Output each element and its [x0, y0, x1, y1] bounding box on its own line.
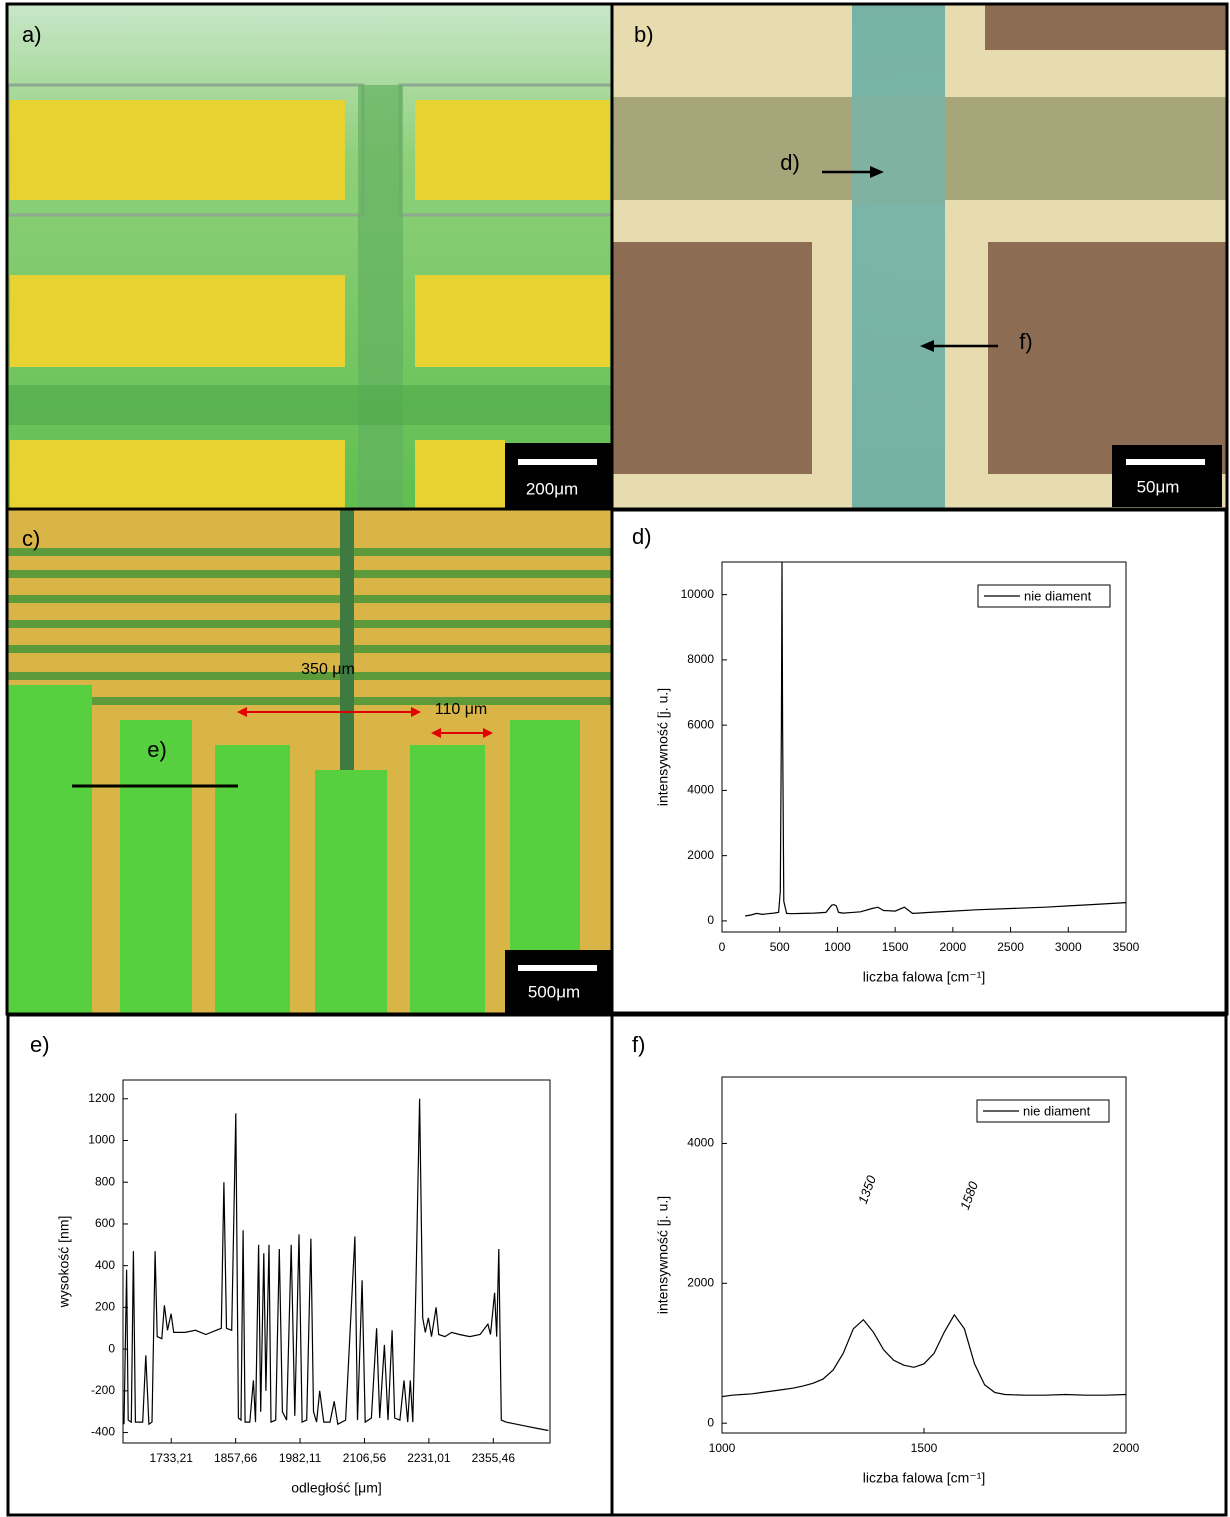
- y-tick-label: 4000: [687, 1136, 714, 1150]
- x-tick-label: 1733,21: [150, 1451, 194, 1465]
- y-tick-label: 1200: [88, 1091, 115, 1105]
- plot-frame: [721, 1076, 1127, 1434]
- x-tick-label: 1000: [824, 940, 851, 954]
- arrow-head: [411, 707, 421, 717]
- y-tick-label: 2000: [687, 848, 714, 862]
- data-line: [744, 562, 1126, 917]
- plot-frame: [721, 561, 1127, 933]
- x-axis-title: liczba falowa [cm⁻¹]: [863, 969, 986, 985]
- marker-label: e): [147, 737, 167, 762]
- marker-label: f): [1019, 329, 1032, 354]
- x-tick-label: 2000: [940, 940, 967, 954]
- y-tick-label: 1000: [88, 1133, 115, 1147]
- x-tick-label: 1500: [911, 1441, 938, 1455]
- y-tick-label: 600: [95, 1216, 115, 1230]
- x-tick-label: 2500: [997, 940, 1024, 954]
- y-tick-label: 8000: [687, 652, 714, 666]
- panel-borders: [5, 2, 1229, 1517]
- y-tick-label: 10000: [681, 587, 715, 601]
- x-tick-label: 2000: [1113, 1441, 1140, 1455]
- scale-bar-label: 200μm: [526, 479, 578, 498]
- x-axis-title: odległość [μm]: [291, 1480, 382, 1496]
- image-c: c) e) 500μm: [8, 510, 612, 1013]
- y-axis-title: wysokość [nm]: [56, 1216, 72, 1309]
- arrow-head: [431, 728, 441, 738]
- legend-box: [977, 584, 1111, 608]
- panel-label: a): [22, 22, 42, 47]
- panel-label: c): [22, 526, 40, 551]
- y-tick-label: -200: [91, 1383, 115, 1397]
- y-tick-label: 2000: [687, 1275, 714, 1289]
- y-tick-label: 4000: [687, 783, 714, 797]
- x-tick-label: 0: [719, 940, 726, 954]
- y-tick-label: 800: [95, 1174, 115, 1188]
- x-tick-label: 1982,11: [279, 1451, 322, 1465]
- image-b: b) d) f) 50μm: [612, 5, 1226, 508]
- annotation: 110 μm: [435, 701, 488, 718]
- plot-frame: [122, 1079, 551, 1444]
- marker-label: d): [780, 150, 800, 175]
- x-tick-label: 2231,01: [407, 1451, 451, 1465]
- data-line: [123, 1098, 549, 1432]
- arrow-head: [483, 728, 493, 738]
- annotation: 1350: [855, 1173, 879, 1206]
- x-tick-label: 2106,56: [343, 1451, 387, 1465]
- y-tick-label: 200: [95, 1300, 115, 1314]
- x-tick-label: 1857,66: [214, 1451, 258, 1465]
- x-tick-label: 1000: [709, 1441, 736, 1455]
- x-tick-label: 1500: [882, 940, 909, 954]
- scale-bar-label: 50μm: [1137, 477, 1180, 496]
- image-a: a) 200μm: [6, 5, 614, 508]
- y-tick-label: 6000: [687, 717, 714, 731]
- y-axis-title: intensywność [j. u.]: [655, 1196, 671, 1314]
- x-tick-label: 3500: [1113, 940, 1140, 954]
- data-line: [722, 1313, 1126, 1398]
- y-tick-label: 0: [108, 1341, 115, 1355]
- panel-label: e): [30, 1032, 50, 1057]
- arrow-head: [237, 707, 247, 717]
- x-tick-label: 3000: [1055, 940, 1082, 954]
- panel-label: f): [632, 1032, 645, 1057]
- panel-label: b): [634, 22, 654, 47]
- scale-bar-label: 500μm: [528, 982, 580, 1001]
- annotation: 350 μm: [301, 661, 355, 678]
- y-tick-label: -400: [91, 1425, 115, 1439]
- legend-label: nie diament: [1023, 1103, 1091, 1118]
- annotation: 1580: [957, 1179, 981, 1212]
- y-axis-title: intensywność [j. u.]: [655, 688, 671, 806]
- y-tick-label: 0: [707, 913, 714, 927]
- x-axis-title: liczba falowa [cm⁻¹]: [863, 1470, 986, 1486]
- legend-box: [976, 1099, 1110, 1123]
- legend-label: nie diament: [1024, 588, 1092, 603]
- x-tick-label: 2355,46: [472, 1451, 516, 1465]
- y-tick-label: 0: [707, 1415, 714, 1429]
- x-tick-label: 500: [770, 940, 790, 954]
- panel-label: d): [632, 524, 652, 549]
- y-tick-label: 400: [95, 1258, 115, 1272]
